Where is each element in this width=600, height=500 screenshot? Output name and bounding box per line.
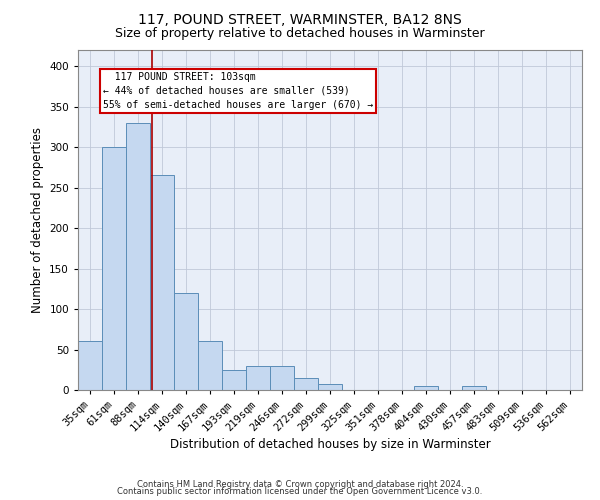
Text: 117 POUND STREET: 103sqm
← 44% of detached houses are smaller (539)
55% of semi-: 117 POUND STREET: 103sqm ← 44% of detach… [103,72,373,110]
Text: Size of property relative to detached houses in Warminster: Size of property relative to detached ho… [115,28,485,40]
Bar [270,366,294,390]
Bar [198,342,222,390]
Text: Contains HM Land Registry data © Crown copyright and database right 2024.: Contains HM Land Registry data © Crown c… [137,480,463,489]
Bar [318,384,342,390]
Bar [126,123,150,390]
Y-axis label: Number of detached properties: Number of detached properties [31,127,44,313]
Bar [414,386,438,390]
Text: 117, POUND STREET, WARMINSTER, BA12 8NS: 117, POUND STREET, WARMINSTER, BA12 8NS [138,12,462,26]
X-axis label: Distribution of detached houses by size in Warminster: Distribution of detached houses by size … [170,438,490,451]
Bar [102,147,126,390]
Bar [246,366,270,390]
Text: Contains public sector information licensed under the Open Government Licence v3: Contains public sector information licen… [118,487,482,496]
Bar [174,293,198,390]
Bar [222,370,246,390]
Bar [78,342,102,390]
Bar [462,386,486,390]
Bar [294,378,318,390]
Bar [150,176,174,390]
